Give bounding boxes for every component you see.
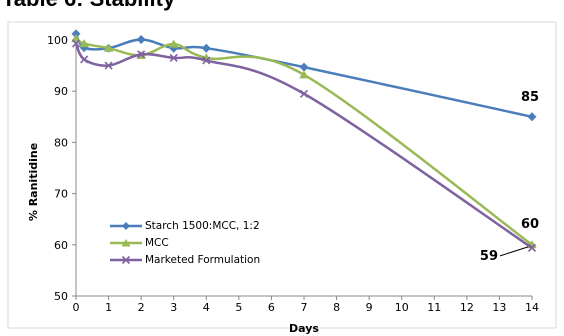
x-tick-label: 8	[333, 301, 340, 314]
x-axis-label: Days	[289, 322, 319, 335]
y-tick-label: 60	[54, 239, 68, 252]
y-axis-label: % Ranitidine	[27, 143, 40, 221]
data-label: 59	[480, 249, 498, 264]
series-3	[71, 39, 537, 252]
x-tick-label: 0	[73, 301, 80, 314]
x-tick-label: 11	[427, 301, 441, 314]
data-point	[168, 39, 179, 48]
data-point	[299, 62, 309, 72]
series-2	[71, 33, 537, 249]
data-point	[104, 61, 113, 70]
data-point	[299, 89, 309, 98]
legend: Starch 1500:MCC, 1:2 MCC Marketed Formul…	[110, 217, 260, 268]
data-point	[71, 33, 81, 42]
x-tick-label: 14	[525, 301, 539, 314]
data-point	[202, 56, 211, 65]
data-point	[527, 112, 537, 122]
data-point	[201, 43, 211, 53]
data-point	[169, 53, 178, 62]
data-point	[80, 55, 89, 64]
legend-label-starch: Starch 1500:MCC, 1:2	[145, 219, 260, 232]
x-tick-label: 12	[460, 301, 474, 314]
data-point	[71, 39, 81, 48]
data-point	[71, 29, 81, 39]
x-tick-label: 4	[203, 301, 210, 314]
y-tick-label: 90	[54, 85, 68, 98]
data-point	[79, 39, 89, 48]
legend-swatch-marketed	[110, 255, 142, 264]
data-label-leader	[499, 246, 529, 257]
legend-item-marketed: Marketed Formulation	[110, 251, 260, 268]
data-point	[527, 243, 537, 252]
x-tick-label: 2	[138, 301, 145, 314]
legend-swatch-starch	[110, 221, 142, 230]
data-point	[136, 34, 146, 44]
legend-label-mcc: MCC	[145, 236, 169, 249]
x-tick-label: 6	[268, 301, 275, 314]
data-point	[103, 43, 114, 52]
x-tick-label: 7	[301, 301, 308, 314]
y-tick-label: 100	[47, 34, 68, 47]
legend-item-starch: Starch 1500:MCC, 1:2	[110, 217, 260, 234]
legend-label-marketed: Marketed Formulation	[145, 253, 261, 266]
x-tick-label: 3	[170, 301, 177, 314]
data-label: 85	[521, 90, 539, 105]
data-point	[299, 70, 309, 79]
x-tick-label: 9	[366, 301, 373, 314]
page-title: Table 6: Stability	[2, 0, 175, 12]
chart-area-border	[7, 21, 557, 329]
x-tick-label: 10	[395, 301, 409, 314]
x-tick-label: 13	[492, 301, 506, 314]
y-tick-label: 70	[54, 188, 68, 201]
x-tick-label: 1	[105, 301, 112, 314]
data-point	[137, 50, 146, 59]
annotations: 85 60 59	[480, 90, 539, 264]
x-tick-label: 5	[235, 301, 242, 314]
series-layer	[71, 29, 537, 252]
legend-swatch-mcc	[110, 238, 142, 246]
y-tick-label: 80	[54, 136, 68, 149]
data-label: 60	[521, 217, 539, 232]
y-tick-label: 50	[54, 290, 68, 303]
legend-item-mcc: MCC	[110, 234, 260, 251]
